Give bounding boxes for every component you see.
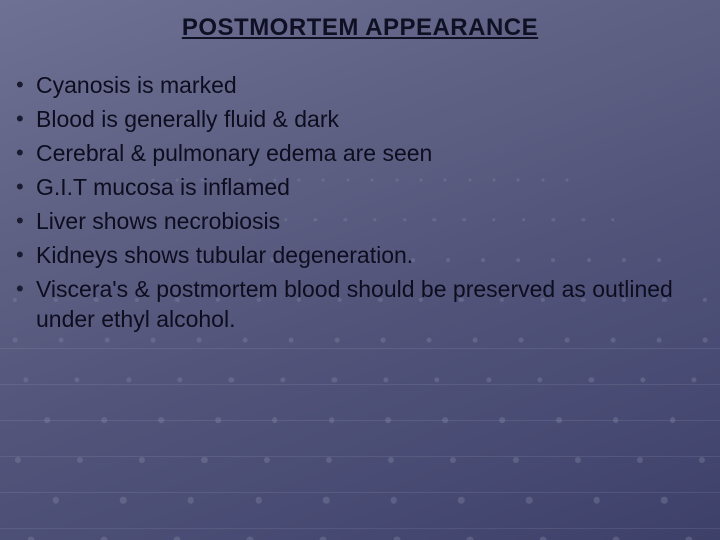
bullet-text: Liver shows necrobiosis	[36, 206, 280, 236]
slide: POSTMORTEM APPEARANCE • Cyanosis is mark…	[0, 0, 720, 540]
bullet-text: Cyanosis is marked	[36, 70, 237, 100]
bullet-text: Viscera's & postmortem blood should be p…	[36, 274, 700, 334]
list-item: • Viscera's & postmortem blood should be…	[16, 274, 700, 334]
bullet-icon: •	[16, 240, 36, 270]
bullet-text: G.I.T mucosa is inflamed	[36, 172, 290, 202]
bullet-list: • Cyanosis is marked • Blood is generall…	[16, 70, 700, 338]
list-item: • Liver shows necrobiosis	[16, 206, 700, 236]
slide-title: POSTMORTEM APPEARANCE	[0, 14, 720, 42]
list-item: • Cyanosis is marked	[16, 70, 700, 100]
bullet-icon: •	[16, 206, 36, 236]
list-item: • Kidneys shows tubular degeneration.	[16, 240, 700, 270]
list-item: • Cerebral & pulmonary edema are seen	[16, 138, 700, 168]
bullet-icon: •	[16, 104, 36, 134]
bullet-icon: •	[16, 70, 36, 100]
list-item: • G.I.T mucosa is inflamed	[16, 172, 700, 202]
bullet-text: Cerebral & pulmonary edema are seen	[36, 138, 432, 168]
bullet-text: Blood is generally fluid & dark	[36, 104, 339, 134]
bullet-icon: •	[16, 138, 36, 168]
list-item: • Blood is generally fluid & dark	[16, 104, 700, 134]
bullet-icon: •	[16, 172, 36, 202]
bullet-icon: •	[16, 274, 36, 304]
bullet-text: Kidneys shows tubular degeneration.	[36, 240, 413, 270]
